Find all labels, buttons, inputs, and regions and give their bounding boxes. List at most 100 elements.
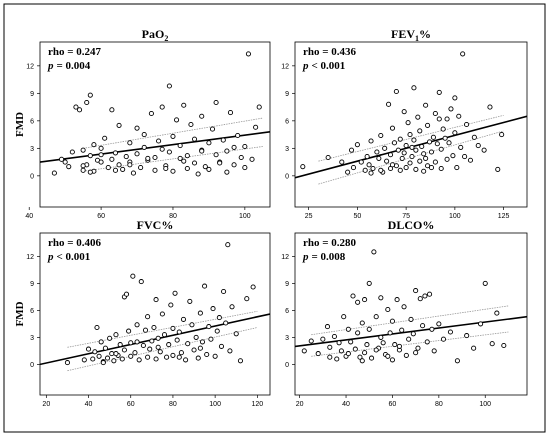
data-point — [126, 328, 132, 334]
data-point — [90, 356, 96, 362]
data-point — [123, 154, 129, 160]
data-point — [327, 354, 333, 360]
ci-upper-line — [318, 114, 504, 162]
data-point — [320, 336, 326, 342]
data-point — [389, 357, 395, 363]
data-point — [438, 165, 444, 172]
data-point — [444, 156, 450, 162]
data-point — [185, 341, 191, 347]
data-point — [152, 154, 158, 161]
data-point — [384, 158, 390, 164]
data-point — [341, 314, 347, 320]
p-symbol: p — [47, 60, 54, 72]
data-point — [338, 348, 344, 354]
p-value-annotation: p = 0.008 — [302, 251, 346, 263]
x-tick-label: 40 — [85, 401, 93, 408]
y-tick-label: 0 — [30, 362, 34, 369]
data-point — [452, 130, 458, 136]
data-point — [380, 340, 386, 346]
p-symbol: p — [302, 60, 309, 72]
y-axis-label: FMD — [14, 301, 26, 326]
data-point — [336, 340, 342, 346]
data-point — [373, 314, 379, 320]
panel-title-text: FEV — [391, 27, 415, 41]
data-point — [366, 280, 372, 286]
x-tick-label: 100 — [479, 401, 491, 408]
y-tick-label: 3 — [285, 335, 289, 342]
data-point — [423, 102, 429, 108]
data-point — [368, 170, 374, 176]
data-point — [181, 102, 187, 108]
panel-3: FVC% rho = 0.406 p < 0.001 FMD 0 3 6 9 12 20 40 60 80… — [14, 218, 271, 408]
data-point — [116, 122, 122, 128]
data-point — [362, 350, 368, 356]
plot-frame — [294, 232, 528, 396]
data-point — [407, 132, 413, 138]
data-point — [354, 142, 360, 148]
data-point — [352, 346, 358, 352]
data-point — [149, 338, 155, 344]
data-point — [386, 101, 392, 107]
data-point — [301, 348, 307, 354]
data-point — [206, 166, 212, 172]
data-point — [233, 331, 239, 337]
data-point — [132, 350, 138, 356]
data-point — [389, 162, 396, 168]
panel-title-text: FVC% — [137, 218, 174, 232]
data-point — [174, 337, 180, 343]
data-point — [145, 155, 151, 161]
data-point — [80, 147, 86, 153]
data-point — [389, 318, 395, 324]
data-point — [401, 109, 407, 115]
ci-lower-line — [83, 146, 263, 172]
y-tick-label: 6 — [30, 308, 34, 315]
data-point — [112, 167, 119, 173]
data-point — [217, 160, 223, 166]
data-point — [117, 342, 123, 348]
x-tick-label: 80 — [435, 401, 443, 408]
data-point — [458, 144, 464, 150]
data-point — [378, 295, 384, 301]
data-point — [471, 345, 477, 351]
data-point — [475, 143, 481, 149]
data-point — [358, 159, 364, 165]
data-point — [109, 351, 115, 357]
plot-frame — [294, 41, 528, 208]
data-point — [98, 159, 104, 165]
data-point — [371, 249, 377, 255]
data-point — [107, 335, 113, 341]
x-tick-label: 40 — [342, 401, 350, 408]
data-point — [220, 137, 226, 143]
data-point — [387, 330, 393, 336]
data-point — [113, 351, 119, 357]
data-point — [331, 333, 337, 340]
data-point — [406, 336, 412, 342]
data-point — [324, 324, 331, 330]
p-symbol: p — [302, 251, 309, 263]
data-point — [448, 106, 454, 112]
data-point — [155, 335, 161, 341]
data-point — [87, 153, 93, 159]
data-point — [102, 345, 108, 351]
data-point — [136, 357, 142, 363]
y-tick-label: 12 — [26, 63, 34, 70]
data-point — [413, 147, 419, 153]
y-axis-label: FMD — [14, 112, 26, 137]
data-point — [161, 332, 168, 338]
data-point — [134, 125, 140, 131]
data-point — [368, 138, 374, 144]
data-point — [152, 167, 158, 173]
data-point — [359, 358, 365, 364]
data-point — [206, 140, 212, 146]
data-point — [227, 348, 233, 354]
data-point — [399, 155, 405, 161]
data-point — [195, 171, 201, 177]
data-point — [134, 151, 140, 157]
data-point — [454, 165, 460, 171]
data-point — [189, 322, 195, 328]
data-point — [84, 99, 90, 106]
data-point — [181, 158, 187, 164]
rho-annotation: rho = 0.406 — [48, 237, 102, 249]
